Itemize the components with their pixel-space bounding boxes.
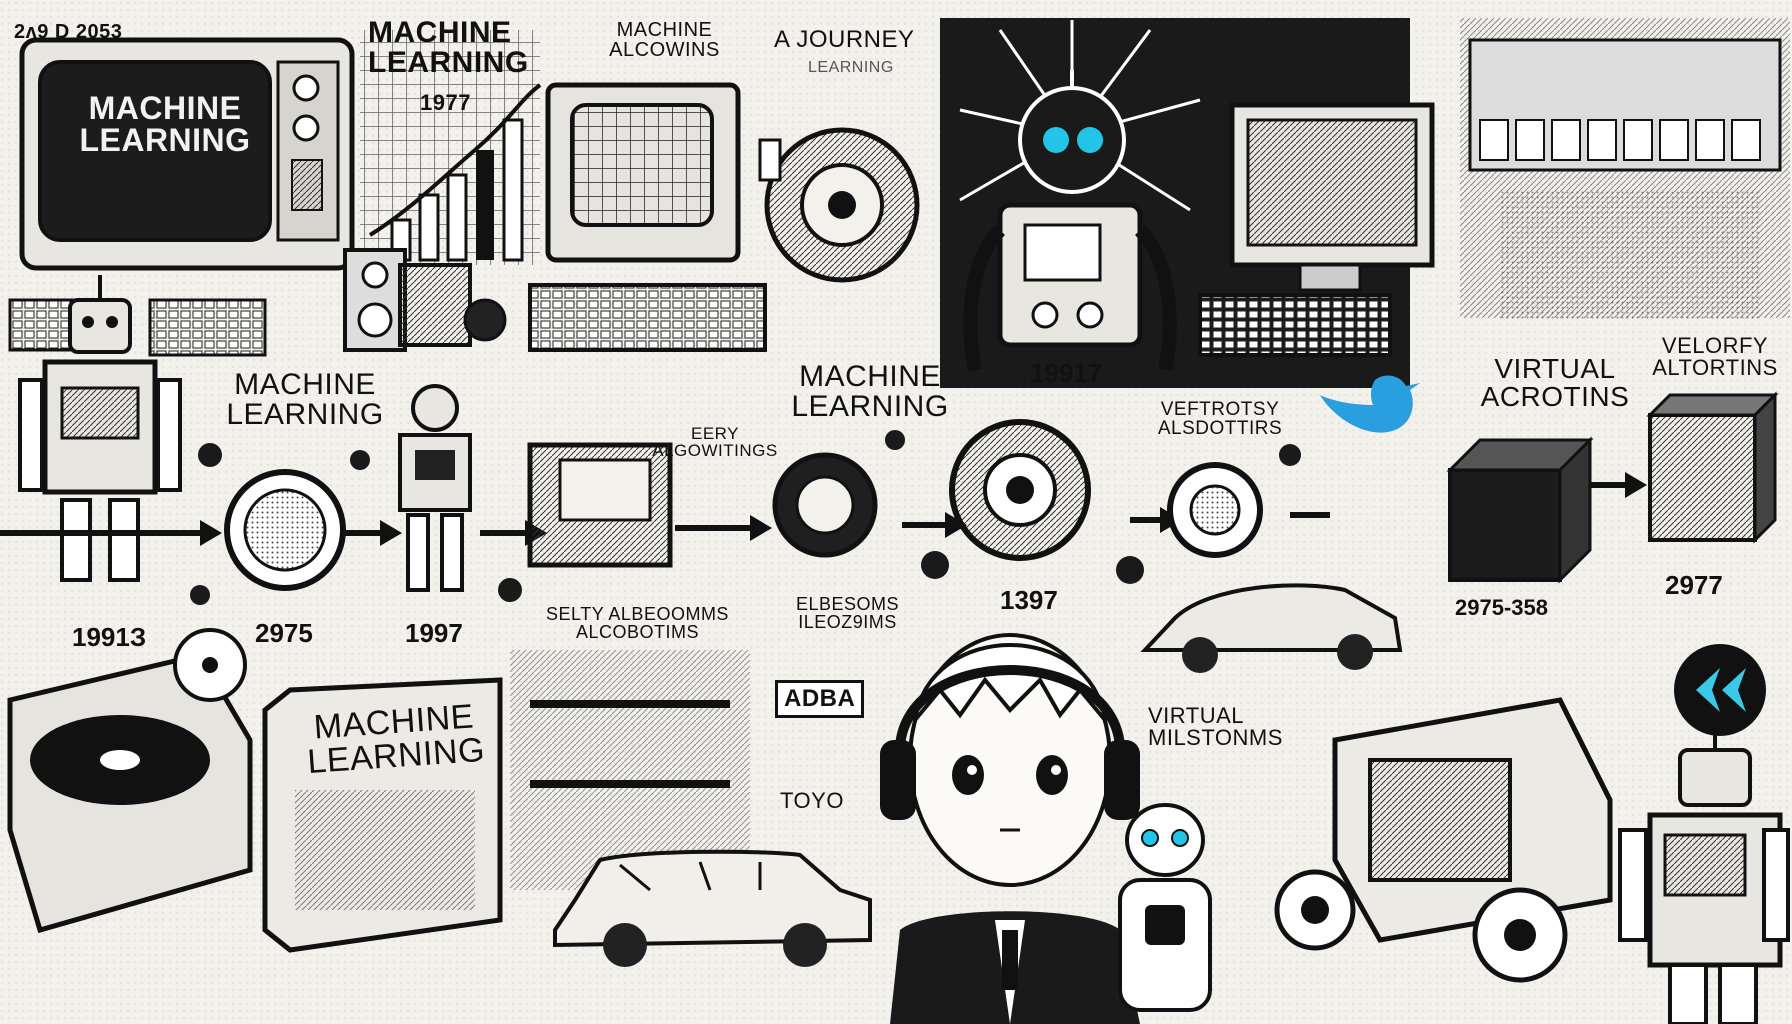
virtual-label-bottom: VIRTUAL MILSTONMS: [1148, 703, 1283, 750]
virtual-label-top: VIRTUAL ACROTINS: [1480, 353, 1630, 412]
timeline-year: 2977: [1665, 570, 1723, 600]
timeline-year: 2975: [255, 618, 313, 648]
velorfy-label: VELORFY ALTORTINS: [1652, 333, 1778, 380]
journey-subtitle: LEARNING: [808, 59, 894, 76]
logo-icon: [1674, 644, 1766, 736]
gear-icon: [949, 419, 1091, 561]
early-algorithms-label: EERY ALGOWITINGS: [652, 424, 778, 460]
timeline-year: 1397: [1000, 585, 1058, 615]
cube-icon: [1646, 391, 1779, 544]
chart-title: MACHINE LEARNING: [368, 16, 529, 79]
book-title: MACHINE LEARNING: [306, 697, 487, 782]
car-icon: [553, 849, 872, 967]
timeline-year: 2975-358: [1455, 595, 1548, 620]
cube-icon: [1446, 436, 1594, 584]
chart-year: 1977: [420, 90, 471, 115]
robot-icon: [1118, 803, 1212, 1012]
robot-year: 19917: [1030, 358, 1103, 388]
tv-screen-text: MACHINE LEARNING: [79, 90, 251, 158]
monitor-icon: [1198, 102, 1435, 357]
robot-icon: [398, 384, 472, 592]
timeline-year: 1991З: [72, 622, 147, 652]
headphones-icon: [880, 633, 1140, 1024]
toyo-sign: TOYO: [780, 788, 844, 813]
timeline-title-left: MACHINE LEARNING: [226, 368, 384, 431]
gear-icon: [758, 127, 920, 283]
bird-icon: [1320, 375, 1420, 433]
eblesoms-label: ELBESOMS ILEOZ9IMS: [795, 594, 900, 632]
computer-title: MACHINE ALCOWINS: [609, 19, 720, 61]
selfy-algorithms-label: SELTY ALBEOOMMS ALCOBOTIMS: [546, 604, 729, 642]
computer-icon: [528, 82, 767, 352]
date-stamp: 2ᴧ9 D 2053: [14, 21, 123, 43]
robot-icon: [1618, 732, 1790, 1024]
tv-icon: [19, 37, 355, 271]
vertotsy-label: VEFTROTSY ALSDOTTIRS: [1157, 399, 1283, 439]
record-player-icon: [7, 652, 253, 934]
journey-title: A JOURNEY: [774, 26, 915, 53]
machine-icon: [1274, 697, 1613, 983]
timeline-title-mid: MACHINE LEARNING: [791, 360, 949, 423]
book-icon: [262, 677, 503, 953]
robot-icon: [963, 70, 1177, 372]
timeline-year: 1997: [405, 618, 463, 648]
adba-sign: ADBA: [775, 680, 865, 718]
car-icon: [1140, 583, 1403, 673]
robot-icon: [18, 275, 182, 582]
